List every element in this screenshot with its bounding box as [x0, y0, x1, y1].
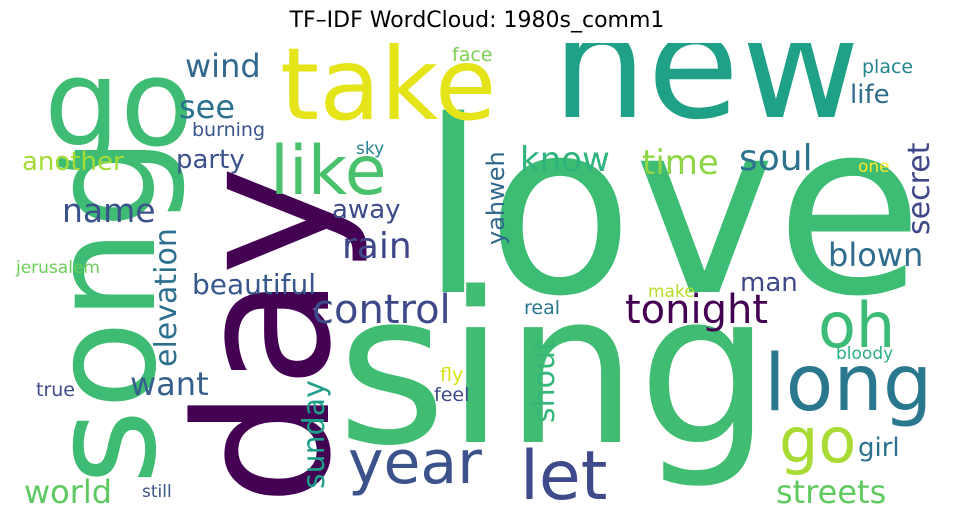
word-feel: feel: [434, 384, 470, 406]
word-know: know: [520, 140, 610, 180]
word-wind: wind: [185, 47, 261, 85]
word-bloody: bloody: [836, 344, 894, 364]
word-year: year: [348, 428, 482, 498]
word-let: let: [520, 437, 608, 511]
word-elevation: elevation: [149, 228, 184, 367]
word-streets: streets: [776, 473, 887, 511]
word-tonight: tonight: [625, 287, 769, 333]
word-place: place: [862, 56, 914, 78]
word-take: take: [280, 43, 497, 143]
word-rain: rain: [342, 226, 412, 267]
chart-title: TF–IDF WordCloud: 1980s_comm1: [289, 8, 665, 33]
word-like: like: [270, 132, 387, 211]
word-long: long: [764, 339, 933, 429]
word-love: love: [420, 69, 924, 349]
word-sunday: sunday: [297, 380, 332, 489]
word-away: away: [332, 195, 401, 225]
word-yahweh: yahweh: [482, 151, 510, 245]
word-sing: sing: [337, 247, 772, 492]
word-one: one: [858, 157, 890, 177]
word-make: make: [648, 282, 695, 302]
word-shout: shout: [527, 339, 562, 423]
word-burning: burning: [192, 119, 266, 141]
word-jerusalem: jerusalem: [16, 258, 100, 278]
word-man: man: [740, 268, 798, 298]
word-see: see: [179, 88, 236, 126]
word-go-large: go: [44, 43, 194, 174]
word-cloud: love sing new song day take go like long…: [12, 43, 944, 511]
word-control: control: [312, 287, 451, 333]
word-oh: oh: [818, 289, 896, 362]
word-sky: sky: [356, 139, 385, 159]
word-world: world: [24, 473, 113, 511]
word-fly: fly: [440, 364, 464, 386]
word-beautiful: beautiful: [192, 268, 317, 301]
word-name: name: [62, 191, 156, 230]
word-another: another: [22, 147, 124, 177]
word-real: real: [524, 297, 561, 319]
word-face: face: [452, 44, 493, 66]
word-blown: blown: [828, 236, 924, 274]
word-still: still: [142, 482, 172, 502]
word-soul: soul: [739, 138, 813, 179]
word-want: want: [130, 365, 209, 403]
word-true: true: [36, 379, 75, 401]
word-party: party: [176, 145, 245, 175]
word-life: life: [850, 80, 890, 110]
word-go: go: [779, 404, 857, 477]
word-secret: secret: [902, 142, 937, 235]
word-time: time: [642, 143, 719, 183]
word-new: new: [552, 43, 863, 153]
word-girl: girl: [858, 433, 900, 463]
